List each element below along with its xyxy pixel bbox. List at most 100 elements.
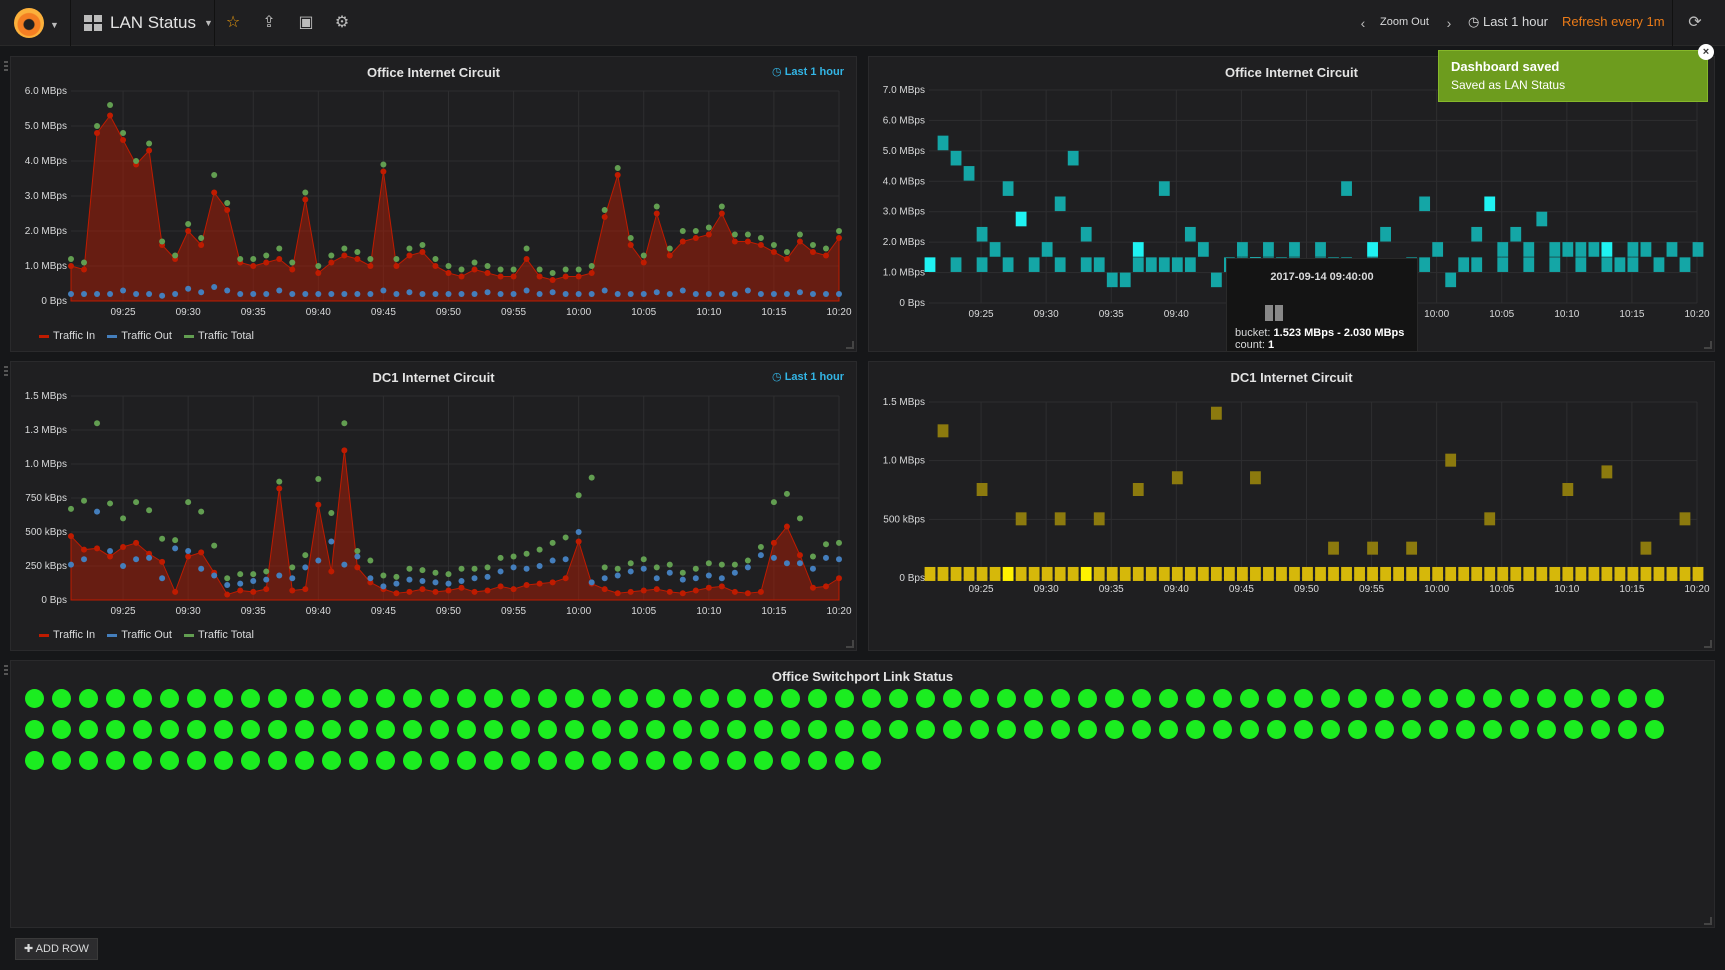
port-status-dot[interactable] xyxy=(1213,689,1232,708)
port-status-dot[interactable] xyxy=(349,689,368,708)
port-status-dot[interactable] xyxy=(295,720,314,739)
port-status-dot[interactable] xyxy=(970,720,989,739)
port-status-dot[interactable] xyxy=(1645,720,1664,739)
port-status-dot[interactable] xyxy=(1213,720,1232,739)
port-status-dot[interactable] xyxy=(619,689,638,708)
port-status-dot[interactable] xyxy=(1294,720,1313,739)
port-status-dot[interactable] xyxy=(673,720,692,739)
port-status-dot[interactable] xyxy=(1375,720,1394,739)
port-status-dot[interactable] xyxy=(781,720,800,739)
port-status-dot[interactable] xyxy=(619,720,638,739)
port-status-dot[interactable] xyxy=(214,720,233,739)
resize-handle[interactable] xyxy=(846,341,854,349)
port-status-dot[interactable] xyxy=(1132,720,1151,739)
port-status-dot[interactable] xyxy=(52,689,71,708)
port-status-dot[interactable] xyxy=(511,751,530,770)
port-status-dot[interactable] xyxy=(538,751,557,770)
port-status-dot[interactable] xyxy=(1051,689,1070,708)
port-status-dot[interactable] xyxy=(268,689,287,708)
port-status-dot[interactable] xyxy=(1321,720,1340,739)
port-status-dot[interactable] xyxy=(1564,689,1583,708)
port-status-dot[interactable] xyxy=(1456,720,1475,739)
port-status-dot[interactable] xyxy=(862,689,881,708)
legend-item-traffic-total[interactable]: Traffic Total xyxy=(183,330,254,342)
port-status-dot[interactable] xyxy=(1267,689,1286,708)
port-status-dot[interactable] xyxy=(1051,720,1070,739)
port-status-dot[interactable] xyxy=(754,751,773,770)
port-status-dot[interactable] xyxy=(673,751,692,770)
resize-handle[interactable] xyxy=(1704,917,1712,925)
zoom-out-button[interactable]: Zoom Out xyxy=(1380,16,1429,28)
share-icon[interactable]: ⇪ xyxy=(262,14,276,31)
port-status-dot[interactable] xyxy=(1159,720,1178,739)
legend-item-traffic-out[interactable]: Traffic Out xyxy=(107,629,172,641)
legend-item-traffic-in[interactable]: Traffic In xyxy=(39,629,95,641)
port-status-dot[interactable] xyxy=(997,720,1016,739)
port-status-dot[interactable] xyxy=(943,689,962,708)
port-status-dot[interactable] xyxy=(241,720,260,739)
port-status-dot[interactable] xyxy=(1456,689,1475,708)
port-status-dot[interactable] xyxy=(376,751,395,770)
port-status-dot[interactable] xyxy=(1402,689,1421,708)
port-status-dot[interactable] xyxy=(1159,689,1178,708)
port-status-dot[interactable] xyxy=(268,751,287,770)
port-status-dot[interactable] xyxy=(1429,720,1448,739)
port-status-dot[interactable] xyxy=(403,689,422,708)
resize-handle[interactable] xyxy=(1704,341,1712,349)
port-status-dot[interactable] xyxy=(484,689,503,708)
close-icon[interactable]: × xyxy=(1698,44,1714,60)
port-status-dot[interactable] xyxy=(430,689,449,708)
port-status-dot[interactable] xyxy=(970,689,989,708)
chevron-right-icon[interactable]: › xyxy=(1446,15,1452,31)
port-status-dot[interactable] xyxy=(403,751,422,770)
port-status-dot[interactable] xyxy=(1078,720,1097,739)
port-status-dot[interactable] xyxy=(565,689,584,708)
port-status-dot[interactable] xyxy=(160,751,179,770)
port-status-dot[interactable] xyxy=(1240,720,1259,739)
port-status-dot[interactable] xyxy=(457,720,476,739)
port-status-dot[interactable] xyxy=(1294,689,1313,708)
port-status-dot[interactable] xyxy=(187,689,206,708)
panel-title[interactable]: DC1 Internet Circuit xyxy=(372,370,495,385)
gear-icon[interactable]: ⚙ xyxy=(334,14,350,31)
port-status-dot[interactable] xyxy=(52,751,71,770)
port-status-dot[interactable] xyxy=(1483,720,1502,739)
port-status-dot[interactable] xyxy=(565,720,584,739)
port-status-dot[interactable] xyxy=(781,689,800,708)
port-status-dot[interactable] xyxy=(1024,720,1043,739)
save-icon[interactable]: ▣ xyxy=(298,14,314,31)
port-status-dot[interactable] xyxy=(511,720,530,739)
port-status-dot[interactable] xyxy=(1618,689,1637,708)
port-status-dot[interactable] xyxy=(376,720,395,739)
panel-title[interactable]: Office Internet Circuit xyxy=(367,65,500,80)
port-status-dot[interactable] xyxy=(1402,720,1421,739)
port-status-dot[interactable] xyxy=(1321,689,1340,708)
port-status-dot[interactable] xyxy=(79,689,98,708)
port-status-dot[interactable] xyxy=(1375,689,1394,708)
port-status-dot[interactable] xyxy=(484,751,503,770)
port-status-dot[interactable] xyxy=(1510,689,1529,708)
port-status-dot[interactable] xyxy=(457,689,476,708)
port-status-dot[interactable] xyxy=(781,751,800,770)
port-status-dot[interactable] xyxy=(133,751,152,770)
port-status-dot[interactable] xyxy=(1348,689,1367,708)
port-status-dot[interactable] xyxy=(700,751,719,770)
port-status-dot[interactable] xyxy=(106,751,125,770)
port-status-dot[interactable] xyxy=(403,720,422,739)
panel-title[interactable]: Office Internet Circuit xyxy=(1225,65,1358,80)
port-status-dot[interactable] xyxy=(52,720,71,739)
port-status-dot[interactable] xyxy=(1591,720,1610,739)
port-status-dot[interactable] xyxy=(538,720,557,739)
port-status-dot[interactable] xyxy=(646,751,665,770)
port-status-dot[interactable] xyxy=(511,689,530,708)
port-status-dot[interactable] xyxy=(700,720,719,739)
port-status-dot[interactable] xyxy=(322,689,341,708)
port-status-dot[interactable] xyxy=(133,720,152,739)
port-status-dot[interactable] xyxy=(106,720,125,739)
port-status-dot[interactable] xyxy=(1618,720,1637,739)
port-status-dot[interactable] xyxy=(349,720,368,739)
port-status-dot[interactable] xyxy=(1132,689,1151,708)
port-status-dot[interactable] xyxy=(268,720,287,739)
port-status-dot[interactable] xyxy=(1510,720,1529,739)
legend-item-traffic-out[interactable]: Traffic Out xyxy=(107,330,172,342)
